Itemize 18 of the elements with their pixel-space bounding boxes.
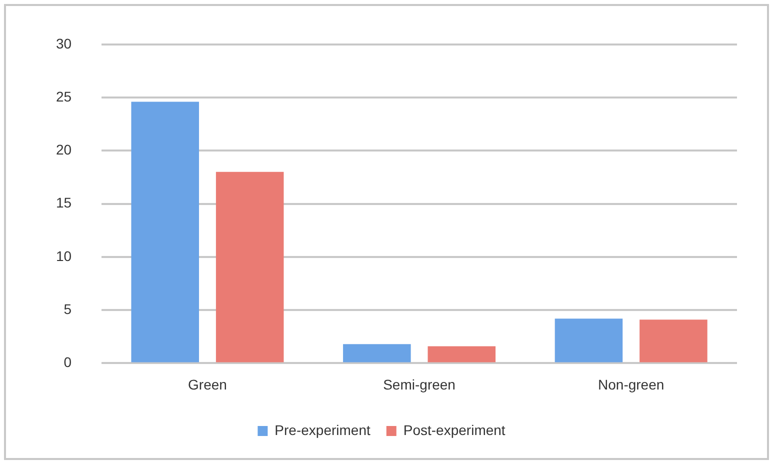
bar (554, 318, 623, 362)
y-tick-label: 0 (64, 354, 72, 370)
bar (428, 346, 496, 362)
y-tick-label: 15 (56, 194, 72, 211)
x-tick-label: Green (188, 376, 227, 392)
bar (640, 320, 708, 362)
y-tick-label: 5 (64, 300, 72, 317)
y-tick-label: 10 (56, 248, 72, 264)
bar (343, 344, 411, 362)
legend-label: Pre-experiment (274, 422, 370, 438)
y-tick-label: 30 (56, 35, 72, 52)
y-tick-label: 25 (56, 88, 72, 104)
bar (216, 172, 284, 362)
bar (131, 102, 200, 362)
y-tick-label: 20 (56, 142, 72, 158)
legend-label: Post-experiment (403, 422, 506, 438)
x-tick-label: Semi-green (383, 376, 456, 392)
x-tick-label: Non-green (598, 376, 664, 392)
